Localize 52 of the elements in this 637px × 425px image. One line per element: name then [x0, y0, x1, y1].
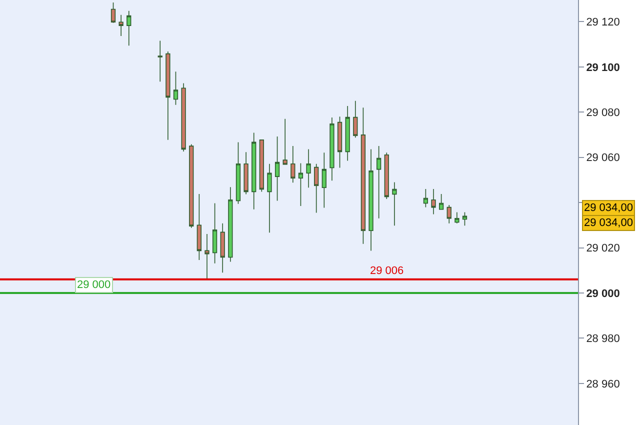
candlestick	[376, 146, 382, 219]
text: 29 034,00	[584, 202, 633, 214]
candlestick	[228, 186, 233, 262]
y-tick-label: 29 120	[586, 16, 620, 29]
candlestick	[252, 132, 256, 210]
y-tick-label: 29 000	[586, 288, 620, 300]
candlestick	[360, 107, 366, 244]
candlestick	[118, 14, 124, 36]
candlestick	[166, 51, 170, 140]
candlestick	[196, 194, 202, 260]
y-tick-label: 29 060	[586, 152, 620, 164]
candlestick	[446, 204, 452, 224]
text: 29 034,00	[584, 217, 633, 229]
candlestick	[353, 100, 358, 138]
y-tick-label: 29 100	[586, 62, 620, 74]
candlestick	[298, 162, 304, 206]
y-tick-label: 28 980	[586, 333, 620, 346]
candlestick	[282, 118, 288, 165]
y-tick-label: 29 080	[586, 106, 620, 119]
candlestick	[110, 2, 116, 24]
candlestick	[236, 142, 241, 204]
candlestick	[189, 144, 194, 228]
candlestick	[423, 188, 428, 208]
candlestick	[267, 164, 272, 234]
candlestick	[439, 194, 444, 210]
candlestick	[244, 152, 248, 195]
candlestick	[322, 152, 326, 208]
candlestick	[431, 188, 436, 215]
candlestick	[368, 148, 374, 252]
candlestick	[220, 222, 225, 274]
candlestick	[337, 116, 342, 168]
candlestick	[290, 146, 296, 184]
candlestick	[345, 106, 350, 162]
ref-line-label: 29 006	[370, 265, 404, 277]
candlestick	[454, 212, 460, 224]
candlestick	[306, 148, 311, 188]
candlestick	[462, 212, 468, 226]
candlestick	[274, 136, 280, 202]
candlestick	[330, 117, 334, 182]
candlestick	[314, 164, 319, 214]
y-tick-label: 29 020	[586, 242, 620, 255]
candlestick	[384, 152, 389, 200]
candlestick	[126, 10, 132, 46]
candlestick	[173, 71, 178, 106]
candlestick	[204, 234, 210, 280]
candlestick	[212, 202, 218, 264]
y-tick-label: 28 960	[586, 378, 620, 390]
ref-line-label: 29 000	[77, 279, 111, 291]
candlestick	[259, 140, 264, 192]
candlestick	[181, 82, 186, 152]
candlestick	[158, 40, 162, 82]
candlestick	[392, 182, 397, 226]
